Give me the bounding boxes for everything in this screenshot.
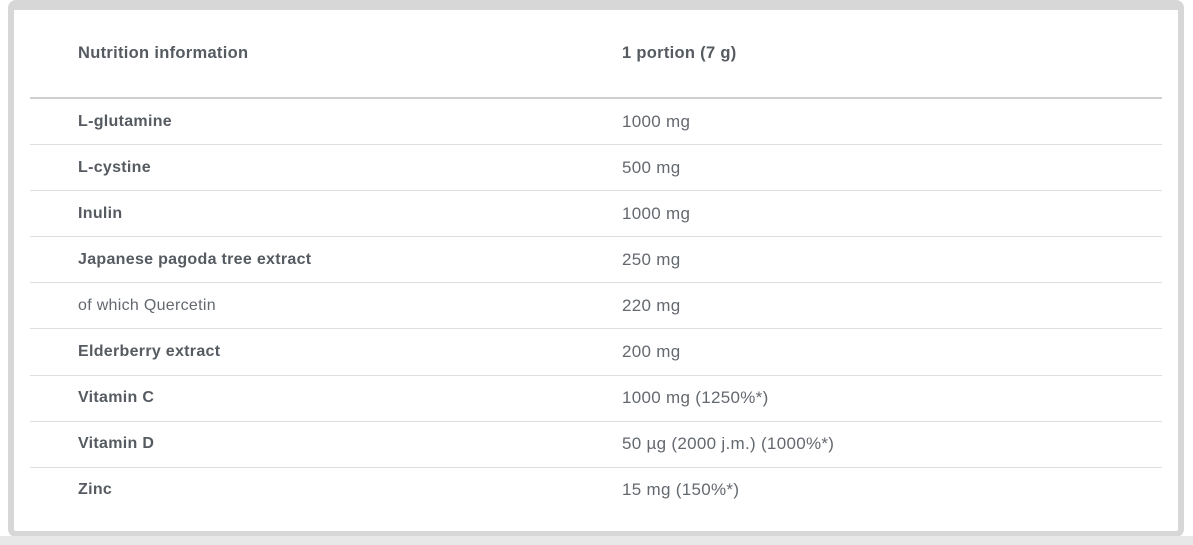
row-value: 15 mg (150%*) — [622, 480, 740, 500]
table-row: L-cystine 500 mg — [14, 145, 1178, 190]
header-divider — [30, 97, 1162, 99]
row-label: of which Quercetin — [78, 296, 216, 314]
table-row-group: Vitamin D 50 µg (2000 j.m.) (1000%*) — [14, 422, 1178, 468]
row-divider — [30, 420, 1162, 422]
row-value: 1000 mg — [622, 111, 691, 131]
row-divider — [30, 190, 1162, 192]
row-divider — [30, 282, 1162, 284]
row-value: 1000 mg — [622, 203, 691, 223]
table-row-group: Japanese pagoda tree extract 250 mg — [14, 237, 1178, 284]
row-value: 50 µg (2000 j.m.) (1000%*) — [622, 434, 835, 454]
nutrition-table: Nutrition information 1 portion (7 g) L-… — [14, 10, 1178, 531]
table-row: Inulin 1000 mg — [14, 191, 1178, 236]
table-body: L-glutamine 1000 mg L-cystine 500 mg Inu… — [14, 99, 1178, 513]
table-row: Elderberry extract 200 mg — [14, 329, 1178, 374]
row-label: Vitamin C — [78, 389, 155, 407]
table-row-group: Vitamin C 1000 mg (1250%*) — [14, 376, 1178, 422]
row-divider — [30, 236, 1162, 238]
row-divider — [30, 328, 1162, 330]
row-value: 200 mg — [622, 342, 681, 362]
table-row: of which Quercetin 220 mg — [14, 283, 1178, 328]
table-row: Japanese pagoda tree extract 250 mg — [14, 237, 1178, 282]
table-header-row: Nutrition information 1 portion (7 g) — [14, 10, 1178, 97]
table-row-group: Zinc 15 mg (150%*) — [14, 468, 1178, 513]
row-value: 1000 mg (1250%*) — [622, 388, 769, 408]
row-label: Inulin — [78, 204, 123, 222]
row-value: 500 mg — [622, 157, 681, 177]
row-label: L-cystine — [78, 158, 151, 176]
row-label: Japanese pagoda tree extract — [78, 250, 312, 268]
table-row-group: Elderberry extract 200 mg — [14, 329, 1178, 376]
table-row-group: of which Quercetin 220 mg — [14, 283, 1178, 330]
row-divider — [30, 466, 1162, 468]
row-label: Zinc — [78, 481, 113, 499]
row-label: Vitamin D — [78, 435, 155, 453]
table-row: L-glutamine 1000 mg — [14, 99, 1178, 144]
table-row: Vitamin D 50 µg (2000 j.m.) (1000%*) — [14, 422, 1178, 467]
page-bottom-strip — [0, 536, 1193, 545]
row-value: 250 mg — [622, 249, 681, 269]
table-row-group: L-glutamine 1000 mg — [14, 99, 1178, 146]
table-row-group: Inulin 1000 mg — [14, 191, 1178, 238]
header-portion: 1 portion (7 g) — [622, 44, 737, 62]
table-row-group: L-cystine 500 mg — [14, 145, 1178, 192]
table-row: Zinc 15 mg (150%*) — [14, 468, 1178, 513]
nutrition-table-card: Nutrition information 1 portion (7 g) L-… — [8, 0, 1184, 537]
row-divider — [30, 144, 1162, 146]
row-label: L-glutamine — [78, 112, 172, 130]
row-value: 220 mg — [622, 295, 681, 315]
table-row: Vitamin C 1000 mg (1250%*) — [14, 376, 1178, 421]
header-nutrition-information: Nutrition information — [78, 44, 249, 62]
row-divider — [30, 374, 1162, 376]
row-label: Elderberry extract — [78, 343, 221, 361]
